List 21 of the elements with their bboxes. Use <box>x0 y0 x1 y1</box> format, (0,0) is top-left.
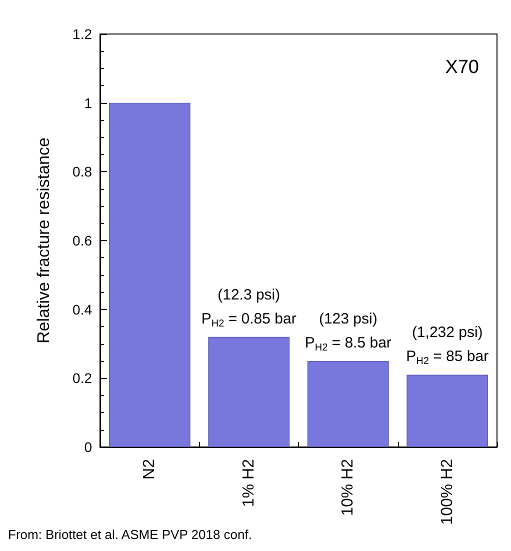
annotation: (12.3 psi) <box>218 286 280 304</box>
y-tick-label: 1.2 <box>72 26 92 42</box>
y-tick-label: 0.8 <box>72 164 92 180</box>
annotation: (1,232 psi) <box>412 324 483 342</box>
bar <box>208 336 290 447</box>
y-tick-label: 1 <box>84 94 92 111</box>
y-tick-label: 0.2 <box>72 370 92 386</box>
x-tick-label: 1% H2 <box>240 458 258 508</box>
x-tick-label: N2 <box>141 458 158 480</box>
x-tick-label: 100% H2 <box>438 458 456 525</box>
bar <box>108 102 190 447</box>
annotation: X70 <box>445 57 480 78</box>
y-tick-label: 0 <box>84 439 92 455</box>
bar <box>406 374 488 447</box>
y-tick-label: 0.4 <box>72 301 92 318</box>
annotation: (123 psi) <box>318 310 378 328</box>
y-tick-label: 0.6 <box>72 232 92 248</box>
text: From: Briottet et al. ASME PVP 2018 conf. <box>8 527 252 542</box>
bar <box>307 360 389 447</box>
y-axis-title: Relative fracture resistance <box>34 138 53 344</box>
x-tick-label: 10% H2 <box>340 458 357 516</box>
